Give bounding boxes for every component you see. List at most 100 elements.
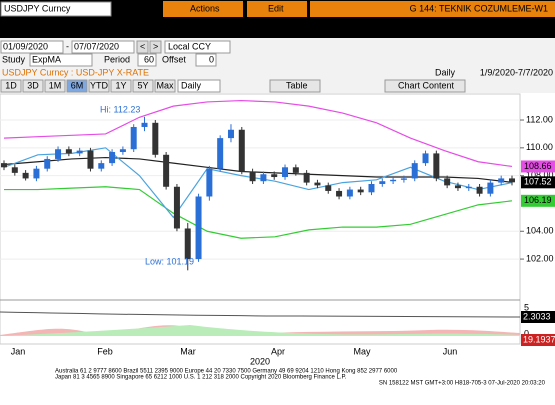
security: USDJPY Curncy [4,3,71,13]
candle-body [325,185,332,191]
candle-body [238,129,245,172]
lower-last-label: 2.3033 [523,311,551,321]
x-tick-label: Jan [11,346,26,356]
footer-line: Japan 81 3 4565 8900 Singapore 65 6212 1… [55,375,347,381]
page-bar [310,1,555,17]
candle-body [163,154,170,187]
x-tick-label: Apr [271,346,285,356]
lower-tick-label: 0 [524,328,529,338]
range-button[interactable] [88,79,110,93]
chart-content-button[interactable] [384,79,466,93]
candle-body [33,168,40,179]
range-button-label: Max [156,80,174,90]
range-button-label: 3D [27,80,39,90]
period-select-text: Daily [181,80,202,90]
candle-body [400,178,407,180]
end: 07/07/2020 [74,41,119,51]
range-button-label: YTD [90,80,109,90]
candle-body [22,172,29,179]
frequency: Daily [435,67,456,77]
period-field[interactable] [137,53,157,67]
annotation: Low: 101.19 [145,256,194,266]
candle-body [76,150,83,154]
candle-body [357,189,364,193]
y-tick-label: 112.00 [526,114,553,124]
oscillator-area [0,325,520,336]
end-field[interactable] [71,40,135,54]
range-button[interactable] [22,79,44,93]
x-tick-label: Feb [97,346,113,356]
range-button[interactable] [44,79,66,93]
range-button-label: 1M [49,80,62,90]
candle-body [454,185,461,189]
annotation: Hi: 112.23 [100,104,140,114]
offset-field[interactable] [195,53,217,67]
table-button[interactable] [269,79,321,93]
edit-button[interactable] [247,1,307,17]
candle-body [184,228,191,260]
oscillator-line [0,311,521,318]
prev[interactable] [136,40,149,54]
range-button[interactable] [0,79,22,93]
lower-tick-label: 5 [524,302,529,312]
start-field[interactable] [0,40,64,54]
range-button-label: 6M [71,80,84,90]
last-value-label: 106.19 [524,195,552,205]
y-tick-label: 108.00 [526,170,554,180]
candle-body [271,174,278,178]
study-field[interactable] [29,53,93,67]
candle-body [44,158,51,169]
currency-field[interactable] [164,40,231,54]
candle-body [87,150,94,169]
period-select[interactable] [177,79,221,93]
candle-body [109,152,116,164]
x-tick-label: May [353,346,371,356]
offset: 0 [209,54,214,64]
last-value-tag [521,160,555,173]
x-year: 2020 [250,356,270,366]
actions-button[interactable] [163,1,243,17]
candle-body [498,178,505,183]
next-icon: > [153,41,158,51]
period-label: Period [104,54,130,64]
candle-body [227,129,234,139]
last-value-tag [521,194,555,207]
next[interactable] [149,40,162,54]
candle-body [487,182,494,194]
candle-body [260,174,267,182]
start: 01/09/2020 [3,41,48,51]
candle-body [55,149,62,159]
candle-body [141,122,148,127]
security-field[interactable] [0,1,112,17]
range-button[interactable] [110,79,132,93]
range-button[interactable] [132,79,154,93]
x-tick-label: Mar [180,346,196,356]
y-tick-label: 104.00 [526,226,554,236]
candle-body [173,186,180,229]
footer-line: Australia 61 2 9777 8600 Brazil 5511 239… [55,369,398,375]
candle-body [130,126,137,150]
candle-body [292,167,299,173]
currency: Local CCY [168,41,211,51]
period: 60 [144,54,154,64]
table: Table [286,80,308,90]
x-tick-label: Jun [443,346,458,356]
footer-line: SN 158122 MST GMT+3:00 H818-705-3 07-Jul… [379,381,546,387]
candle-body [444,178,451,186]
range-button[interactable] [66,79,88,93]
candle-body [422,153,429,164]
candle-body [65,149,72,154]
candle-body [411,163,418,179]
candle-body [195,196,202,260]
series-line [3,99,513,168]
candle-body [346,189,353,197]
candle-body [1,163,7,168]
y-tick-label: 102.00 [526,253,554,263]
range-button[interactable] [154,79,176,93]
range-button-label: 5Y [137,80,148,90]
candle-body [433,153,440,179]
candle-body [368,183,375,193]
candle-body [152,122,159,155]
range-button-label: 1Y [115,80,126,90]
candle-body [336,190,343,197]
